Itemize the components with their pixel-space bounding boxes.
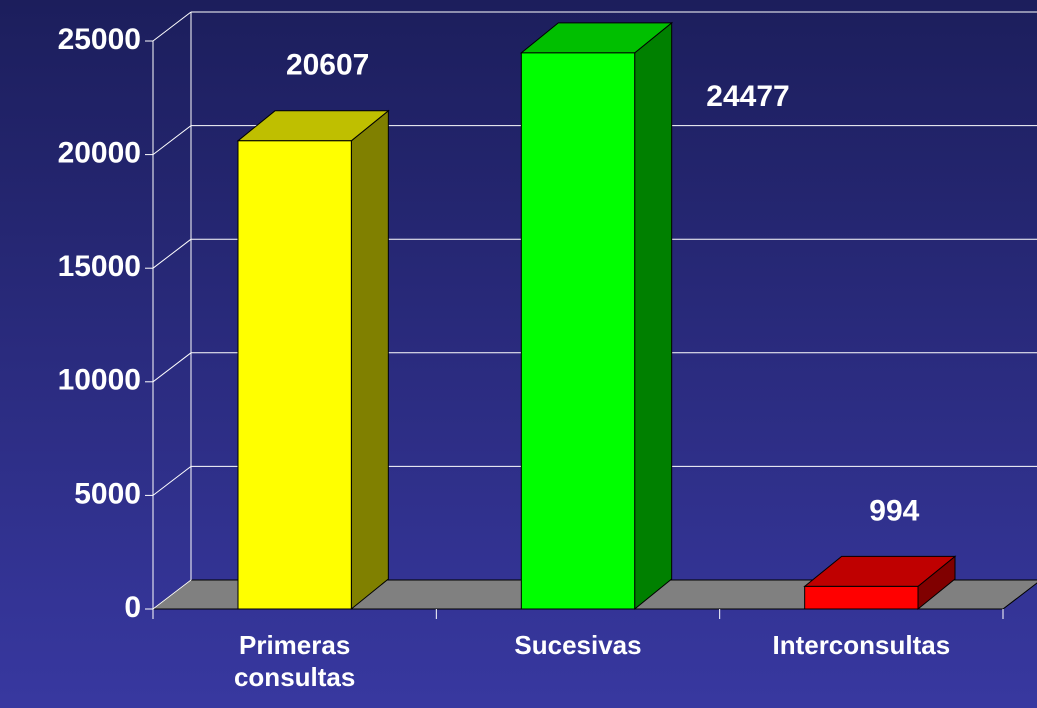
value-label: 994 [869, 494, 919, 527]
x-tick-label: Sucesivas [514, 630, 642, 660]
side-grid-line [152, 11, 192, 42]
x-tick-label: Primeras consultas [233, 630, 356, 692]
y-tick-label: 0 [124, 591, 141, 624]
y-tick-label: 25000 [58, 23, 141, 56]
side-grid-line [152, 238, 192, 269]
y-tick-label: 20000 [58, 137, 141, 170]
x-label-box: Interconsultas [772, 630, 951, 660]
value-label: 20607 [286, 49, 369, 82]
value-label: 24477 [706, 80, 789, 113]
y-tick-label: 15000 [58, 250, 141, 283]
bar [520, 52, 636, 610]
bar [237, 140, 352, 610]
y-tick-label: 5000 [74, 477, 141, 510]
x-label-box: Sucesivas [514, 630, 642, 660]
bar [804, 585, 919, 610]
x-label-box: Primeras consultas [233, 630, 356, 692]
bar-side [350, 109, 389, 611]
side-grid-line [152, 579, 192, 610]
side-grid-line [152, 352, 192, 383]
side-grid-line [152, 125, 192, 155]
bar-side [634, 21, 673, 611]
x-tick-label: Interconsultas [772, 630, 951, 660]
y-tick-label: 10000 [58, 364, 141, 397]
side-grid-line [152, 466, 192, 496]
